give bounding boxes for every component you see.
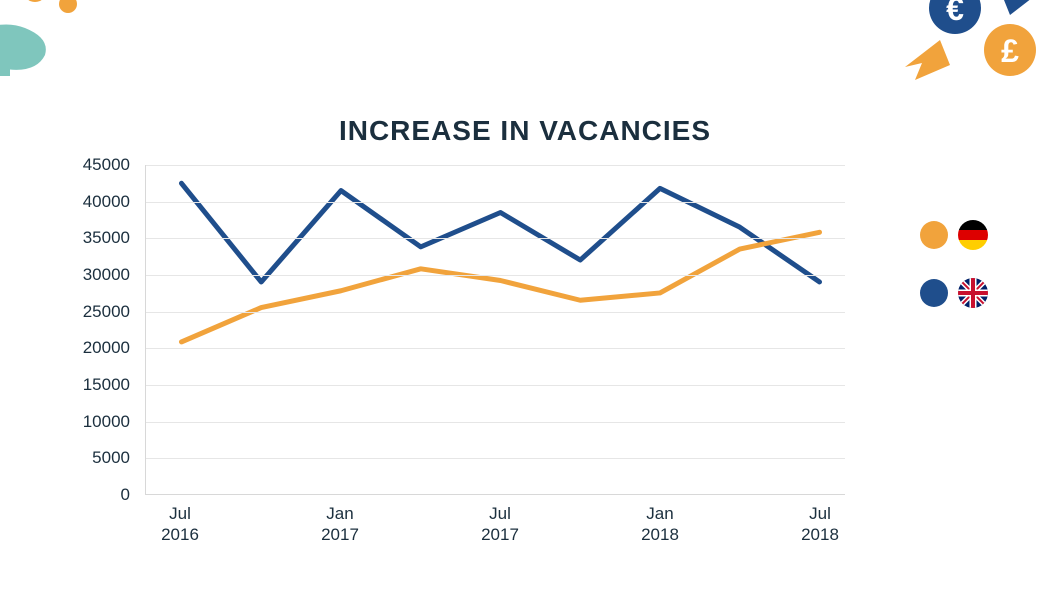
y-tick-label: 15000 — [83, 375, 130, 395]
y-tick-label: 20000 — [83, 338, 130, 358]
y-tick-label: 30000 — [83, 265, 130, 285]
y-axis: 0500010000150002000025000300003500040000… — [60, 165, 140, 495]
flag-germany-icon — [958, 220, 988, 250]
legend — [920, 220, 1030, 336]
gridline — [146, 238, 845, 239]
line-chart: 0 5000 10000 15000 20000 25000 30000 35000 40000… — [60, 165, 850, 555]
gridline — [146, 165, 845, 166]
hand-coins-icon — [0, 0, 90, 90]
x-tick-label: Jul2016 — [161, 503, 199, 546]
gridline — [146, 202, 845, 203]
x-tick-label: Jan2017 — [321, 503, 359, 546]
y-tick-label: 40000 — [83, 192, 130, 212]
gridline — [146, 348, 845, 349]
x-axis: Jul2016 Jan2017 Jul2017 Jan2018 Jul2018 — [145, 503, 845, 553]
gridline — [146, 275, 845, 276]
legend-dot-uk — [920, 279, 948, 307]
svg-text:€: € — [946, 0, 964, 27]
plot-area — [145, 165, 845, 495]
x-tick-label: Jul2017 — [481, 503, 519, 546]
svg-text:£: £ — [1001, 33, 1019, 69]
gridline — [146, 458, 845, 459]
series-line-germany — [181, 232, 819, 342]
gridline — [146, 312, 845, 313]
y-tick-label: 0 — [121, 485, 130, 505]
flag-uk-icon — [958, 278, 988, 308]
currency-exchange-icon: € £ — [890, 0, 1050, 110]
gridline — [146, 422, 845, 423]
y-tick-label: 25000 — [83, 302, 130, 322]
y-tick-label: 10000 — [83, 412, 130, 432]
x-tick-label: Jul2018 — [801, 503, 839, 546]
y-tick-label: 45000 — [83, 155, 130, 175]
legend-item-uk — [920, 278, 1030, 308]
y-tick-label: 35000 — [83, 228, 130, 248]
chart-title: INCREASE IN VACANCIES — [339, 115, 711, 147]
series-line-uk — [181, 183, 819, 282]
legend-dot-germany — [920, 221, 948, 249]
legend-item-germany — [920, 220, 1030, 250]
gridline — [146, 385, 845, 386]
x-tick-label: Jan2018 — [641, 503, 679, 546]
y-tick-label: 5000 — [92, 448, 130, 468]
